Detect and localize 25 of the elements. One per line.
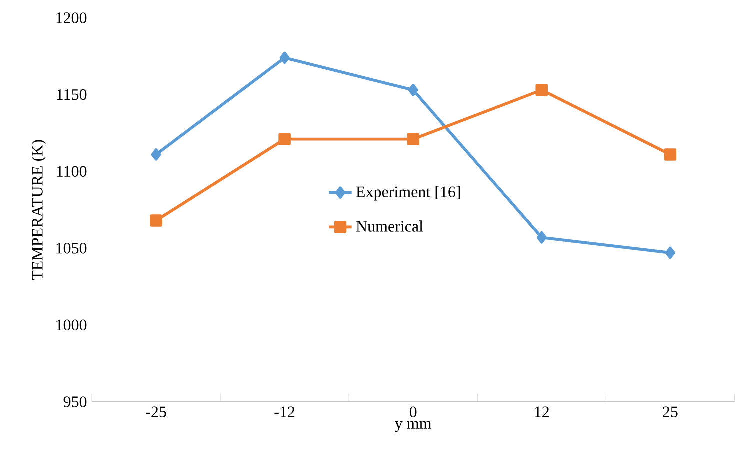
point [536, 232, 547, 244]
point [151, 148, 162, 161]
point [664, 148, 677, 161]
point [150, 214, 162, 227]
point [536, 84, 548, 96]
point [407, 133, 420, 146]
y-tick-label: 1050 [56, 243, 87, 254]
y-tick-label: 1000 [56, 320, 87, 331]
point [278, 133, 291, 146]
y-tick-label: 1100 [57, 166, 87, 177]
legend-label: Experiment [16] [356, 186, 460, 201]
x-tick-label: -25 [146, 406, 166, 418]
x-tick-label: -12 [274, 406, 295, 418]
point [665, 246, 676, 260]
y-axis-title: TEMPERATURE (K) [32, 140, 46, 280]
x-tick-label: 12 [535, 406, 549, 418]
x-axis-title: y mm [395, 421, 432, 432]
point [280, 52, 290, 64]
y-tick-label: 1200 [56, 12, 87, 24]
y-tick-label: 950 [64, 396, 87, 408]
point [408, 84, 418, 96]
legend-label: Numerical [356, 220, 424, 232]
x-tick-label: 0 [410, 406, 417, 418]
y-tick-label: 1150 [57, 89, 87, 100]
x-tick-label: 25 [663, 406, 678, 418]
